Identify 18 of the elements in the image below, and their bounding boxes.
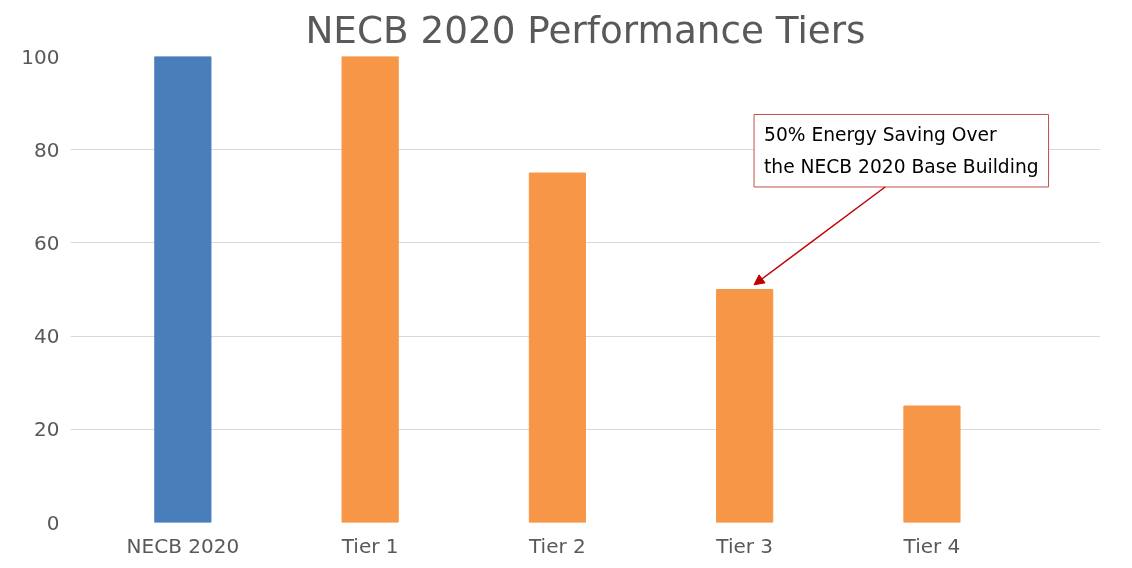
x-tick-label: Tier 2: [528, 533, 586, 558]
y-tick-label: 20: [34, 417, 60, 442]
y-tick-label: 40: [34, 324, 60, 349]
y-tick-label: 80: [34, 137, 60, 162]
x-tick-label: Tier 4: [902, 533, 961, 558]
bar: [528, 172, 586, 523]
y-tick-label: 100: [21, 44, 60, 69]
bar: [903, 405, 961, 523]
bar: [341, 56, 399, 523]
bar: [154, 56, 212, 523]
chart-title: NECB 2020 Performance Tiers: [305, 7, 866, 52]
bar: [716, 289, 774, 523]
x-tick-label: Tier 1: [340, 533, 399, 558]
y-tick-label: 60: [34, 230, 60, 255]
x-tick-label: Tier 3: [715, 533, 774, 558]
annotation: 50% Energy Saving Over the NECB 2020 Base Building: [764, 124, 1039, 177]
x-tick-label: NECB 2020: [126, 533, 240, 558]
y-tick-label: 0: [46, 510, 60, 535]
